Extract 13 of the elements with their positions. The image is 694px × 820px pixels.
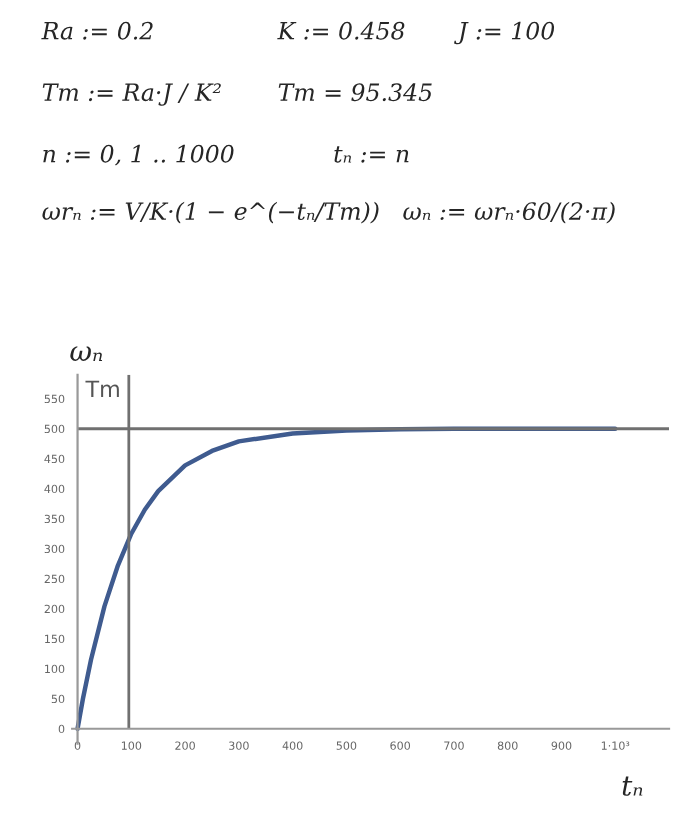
text: ωₙ := ωrₙ·60/(2·π) bbox=[403, 201, 615, 224]
text: Tm := Ra·J / K² bbox=[42, 83, 221, 106]
x-axis-title: tₙ bbox=[622, 776, 643, 796]
text: K := 0.458 bbox=[277, 21, 405, 40]
text: Ra := 0.2 bbox=[41, 21, 153, 40]
text: ωrₙ := V/K·(1 − e^(−tₙ/Tm)) bbox=[42, 201, 379, 224]
text: Tm = 95.345 bbox=[278, 83, 432, 102]
line-series bbox=[75, 426, 618, 731]
text: n := 0, 1 .. 1000 bbox=[43, 144, 234, 166]
ref-line-label: Tm bbox=[85, 380, 119, 397]
text: J := 100 bbox=[454, 21, 555, 45]
y-axis-title: ωₙ bbox=[70, 346, 103, 361]
text: tₙ := n bbox=[334, 146, 409, 163]
